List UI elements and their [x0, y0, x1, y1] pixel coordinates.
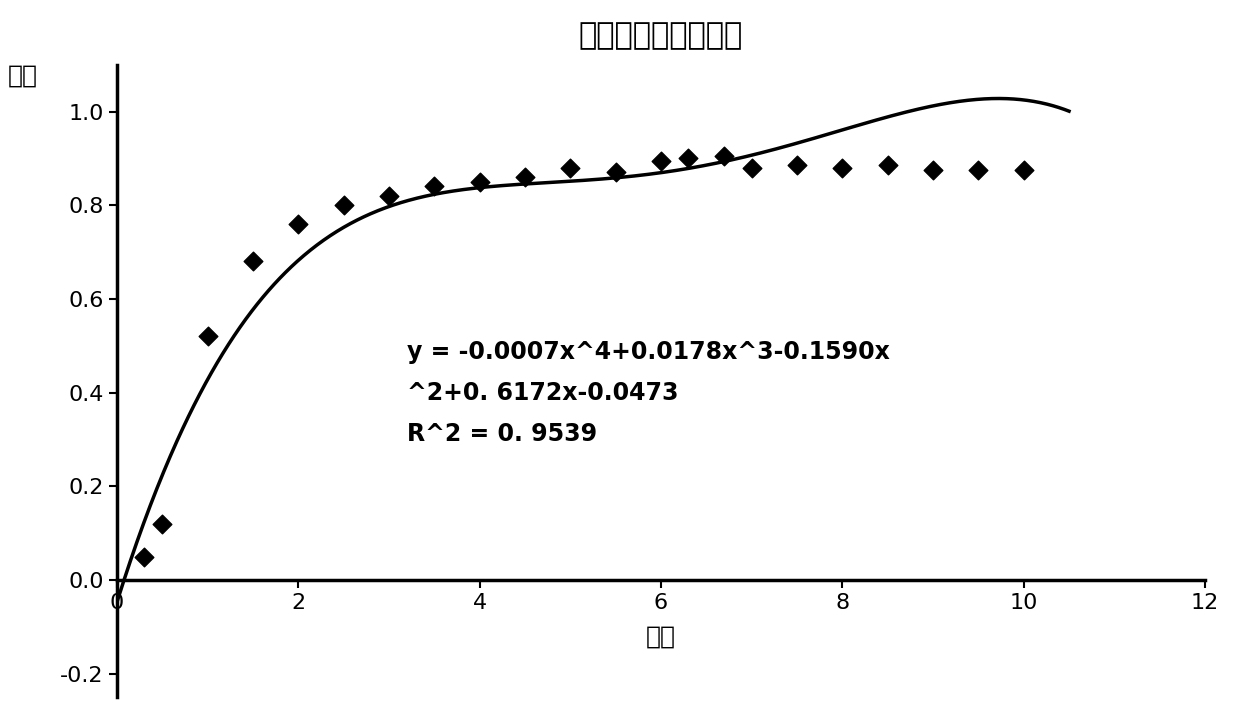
- Point: [832, 162, 852, 174]
- Point: [651, 155, 671, 167]
- Point: [923, 164, 942, 176]
- Point: [334, 200, 353, 211]
- Point: [470, 176, 490, 187]
- Point: [714, 150, 734, 162]
- Title: 效率随幅度变化曲线: 效率随幅度变化曲线: [579, 21, 743, 50]
- Point: [605, 167, 625, 178]
- Point: [1014, 164, 1034, 176]
- Point: [153, 518, 172, 530]
- Point: [560, 162, 580, 174]
- Point: [742, 162, 761, 174]
- Point: [515, 172, 534, 183]
- Text: 效率: 效率: [9, 64, 38, 88]
- Point: [243, 256, 263, 267]
- Point: [678, 153, 698, 164]
- Point: [197, 331, 217, 342]
- Point: [968, 164, 988, 176]
- Text: y = -0.0007x^4+0.0178x^3-0.1590x
^2+0. 6172x-0.0473
R^2 = 0. 9539: y = -0.0007x^4+0.0178x^3-0.1590x ^2+0. 6…: [407, 340, 890, 446]
- Point: [134, 551, 154, 562]
- Point: [289, 218, 309, 230]
- Point: [379, 190, 399, 202]
- Point: [424, 181, 444, 192]
- X-axis label: 幅度: 幅度: [646, 625, 676, 648]
- Point: [787, 159, 807, 171]
- Point: [878, 159, 898, 171]
